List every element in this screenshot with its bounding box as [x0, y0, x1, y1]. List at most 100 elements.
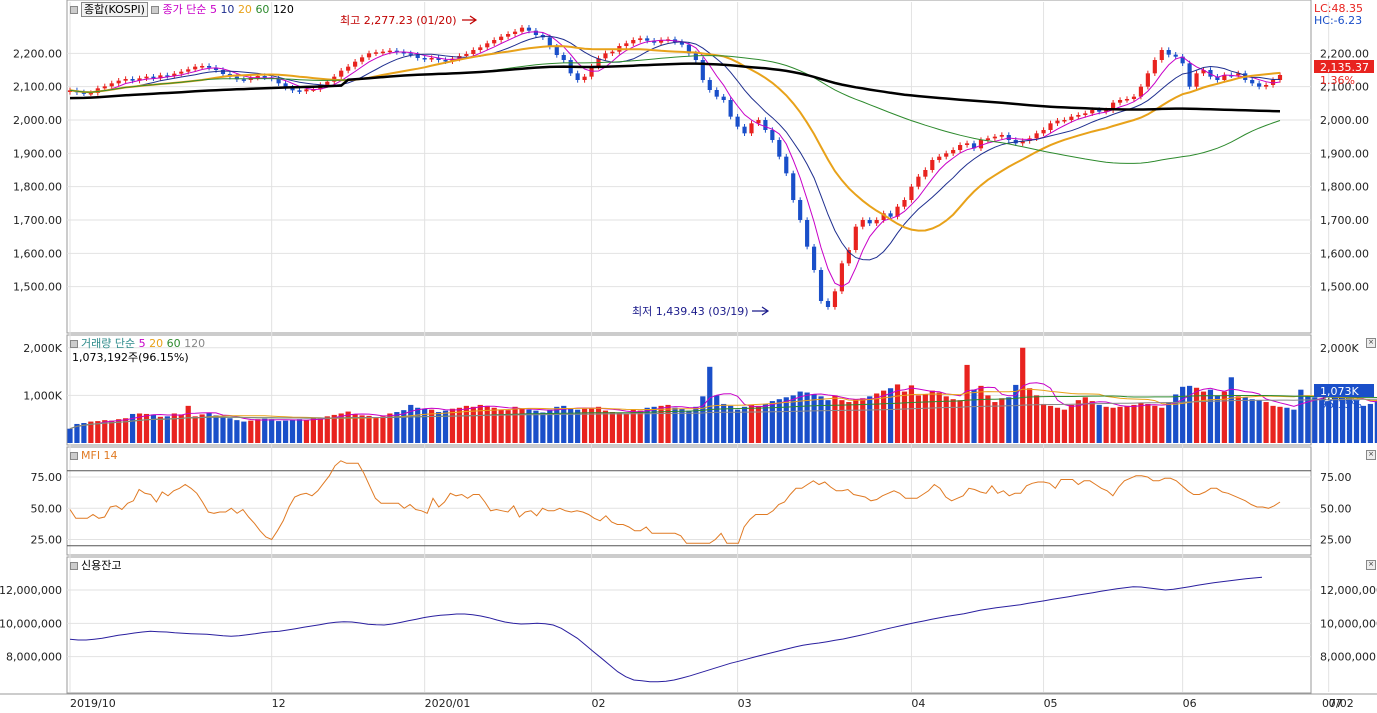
candle-body [902, 200, 907, 207]
volume-bar [359, 415, 365, 443]
x-tick-label: 03 [738, 697, 752, 710]
volume-bar [241, 421, 247, 443]
volume-bar [331, 414, 337, 443]
candle-body [81, 92, 86, 94]
y-tick-label: 2,100.00 [13, 81, 62, 94]
volume-bar [1235, 396, 1241, 443]
volume-bar [1353, 400, 1360, 443]
volume-bar [755, 405, 762, 443]
volume-bar [220, 416, 226, 443]
candle-body [721, 96, 726, 100]
volume-bar [373, 417, 379, 443]
credit-line [69, 576, 1263, 683]
volume-bar [860, 398, 866, 443]
candle-body [415, 54, 420, 58]
volume-bar [734, 409, 741, 443]
candle-body [102, 86, 107, 89]
y-tick-label: 2,000K [23, 342, 62, 355]
volume-bar [741, 406, 748, 443]
candle-body [325, 81, 330, 85]
volume-bar [296, 419, 303, 443]
volume-bar [1277, 406, 1283, 443]
candle-body [1208, 70, 1213, 77]
candle-body [1055, 120, 1060, 124]
candle-body [1173, 54, 1178, 57]
volume-bar [714, 395, 720, 443]
volume-bar [136, 413, 143, 443]
candle-body [791, 173, 796, 200]
volume-bar [804, 392, 810, 443]
ma120-legend: 120 [272, 3, 294, 16]
hc-value: HC:-6.23 [1314, 14, 1362, 27]
volume-bar [797, 391, 803, 443]
x-tick-label: 02 [592, 697, 606, 710]
candle-body [909, 186, 914, 200]
panel-close-icon[interactable]: × [1366, 450, 1376, 460]
volume-bar [901, 391, 908, 443]
volume-bar [1089, 401, 1095, 443]
volume-bar [1326, 401, 1332, 443]
volume-bar [1152, 405, 1158, 443]
candle-body [818, 270, 824, 301]
y-tick-label-right: 1,900.00 [1320, 147, 1369, 160]
credit-panel [66, 556, 1312, 694]
volume-bar [67, 428, 73, 443]
y-tick-label: 50.00 [31, 502, 63, 515]
candle-body [151, 76, 156, 79]
candle-body [867, 220, 872, 224]
volume-bar [150, 414, 157, 443]
legend-toggle-icon[interactable] [70, 452, 78, 460]
volume-bar [352, 414, 358, 443]
y-tick-label: 1,800.00 [13, 181, 62, 194]
legend-toggle-icon[interactable] [151, 6, 160, 14]
ma20-legend: 20 [237, 3, 252, 16]
legend-toggle-icon[interactable] [70, 6, 78, 14]
volume-bar [623, 413, 629, 443]
y-tick-label-right: 8,000,000 [1320, 651, 1376, 664]
volume-bar [651, 406, 657, 443]
volume-bar [1117, 406, 1123, 443]
candle-body [707, 80, 712, 90]
candle-body [1034, 133, 1039, 139]
legend-toggle-icon[interactable] [70, 562, 78, 570]
candle-body [561, 55, 566, 60]
volume-ma20-line [69, 388, 1377, 430]
candle-body [464, 54, 469, 56]
volume-bar [707, 366, 713, 443]
candle-body [1201, 70, 1206, 74]
volume-bar [1159, 407, 1165, 443]
candle-body [951, 150, 956, 154]
candle-body [359, 57, 365, 62]
volume-bar [380, 416, 386, 443]
volume-bar [1284, 407, 1290, 443]
volume-bar [1082, 397, 1088, 443]
volume-bar [971, 389, 977, 443]
volume-bar [310, 418, 316, 443]
candle-body [1222, 75, 1227, 80]
candle-body [1104, 110, 1109, 112]
volume-bar [1193, 387, 1200, 443]
candle-body [964, 143, 970, 145]
y-axis-ticks: 2,200.00 2,200.00 2,100.00 2,100.00 2,000.00… [0, 47, 1377, 663]
x-tick-label: 06 [1183, 697, 1197, 710]
volume-bar [269, 419, 275, 443]
volume-bar [588, 407, 595, 443]
panel-close-icon[interactable]: × [1366, 560, 1376, 570]
index-name[interactable]: 종합(KOSPI) [81, 2, 148, 17]
legend-toggle-icon[interactable] [70, 340, 78, 348]
x-tick-label: 05 [1044, 697, 1058, 710]
volume-bar [185, 405, 191, 443]
panel-close-icon[interactable]: × [1366, 338, 1376, 348]
volume-bar [449, 408, 456, 443]
candle-body [805, 220, 810, 247]
ma10-legend: 10 [220, 3, 235, 16]
candle-body [575, 73, 580, 80]
volume-bar [227, 418, 233, 443]
volume-bar [206, 412, 212, 443]
volume-bar [818, 396, 824, 443]
candle-body [339, 70, 344, 77]
volume-bar [1173, 394, 1179, 443]
candle-body [770, 130, 775, 140]
candle-body [1076, 115, 1081, 117]
y-tick-label: 8,000,000 [6, 651, 62, 664]
